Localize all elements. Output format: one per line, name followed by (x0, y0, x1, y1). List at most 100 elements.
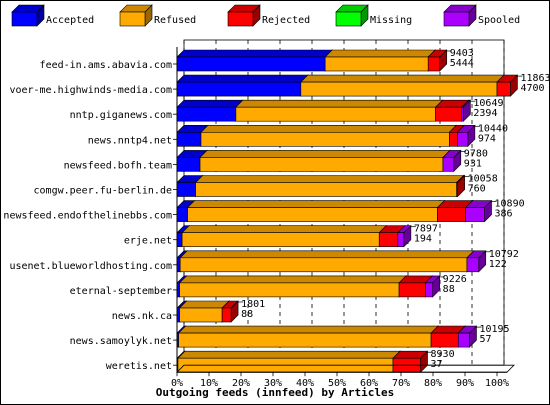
x-tick-label-0: 0% (171, 378, 183, 389)
bar-row-10-accepted-front (176, 307, 180, 323)
value-label-top-11: 10195 (479, 324, 509, 335)
value-label-top-12: 8930 (431, 349, 455, 360)
bar-row-8-refused-top (179, 250, 475, 259)
bar-row-9-refused-top (178, 275, 407, 284)
legend-swatch-refused-front (119, 11, 146, 27)
legend-swatch-missing-front (335, 11, 362, 27)
x-tick-label-9: 90% (456, 378, 474, 389)
legend-label-rejected: Rejected (262, 15, 310, 26)
legend-swatch-accepted (11, 4, 45, 27)
x-tick-label-5: 50% (328, 378, 346, 389)
value-label-top-2: 10649 (473, 98, 503, 109)
value-label-bottom-3: 974 (478, 133, 496, 144)
bar-row-5-refused-top (194, 175, 465, 183)
bar-row-0-refused-front (324, 56, 429, 72)
value-label-top-3: 10440 (478, 123, 508, 134)
bar-row-4-refused (199, 149, 451, 173)
value-label-bottom-6: 386 (495, 209, 513, 220)
value-label-top-7: 7897 (414, 224, 438, 235)
bar-row-2-accepted-front (176, 106, 237, 122)
bar-row-3-spooled (456, 124, 476, 148)
bar-row-7-refused-top (181, 225, 387, 233)
bar-row-10-refused-front (179, 307, 223, 323)
x-tick-label-2: 20% (232, 378, 250, 389)
x-tick-label-6: 60% (360, 378, 378, 389)
bar-row-7-spooled-front (397, 232, 405, 247)
x-tick-label-1: 10% (200, 378, 218, 389)
value-label-bottom-4: 931 (464, 158, 482, 169)
value-label-top-4: 9780 (464, 148, 488, 159)
bar-row-4-refused-top (199, 150, 451, 158)
value-label-bottom-11: 57 (479, 334, 491, 345)
bar-row-8-refused-front (179, 257, 468, 273)
bar-row-10-rejected-front (221, 307, 232, 323)
legend-label-accepted: Accepted (46, 15, 94, 26)
bar-row-1-rejected-front (496, 81, 511, 97)
bar-row-2-refused-top (235, 99, 444, 108)
bar-row-10-refused-top (178, 300, 230, 309)
bar-row-9-spooled-front (425, 282, 433, 298)
bar-row-8-refused (179, 250, 475, 273)
bar-row-6-spooled-front (465, 207, 485, 222)
legend-swatch-missing (335, 4, 369, 27)
value-label-bottom-9: 88 (443, 284, 455, 295)
bar-row-12-refused-top (177, 350, 401, 359)
bar-row-1-accepted-front (176, 81, 302, 97)
bar-row-3-refused-front (200, 132, 450, 147)
bar-row-5-rejected-front (456, 182, 458, 197)
value-label-top-0: 9403 (450, 48, 474, 59)
category-label-10: news.nk.ca (112, 311, 172, 322)
bar-row-8-spooled-front (466, 257, 480, 273)
bar-row-0-refused (324, 49, 436, 72)
legend-label-refused: Refused (154, 15, 196, 26)
bar-row-4-spooled (442, 149, 462, 173)
bar-row-0-rejected (427, 49, 448, 72)
category-label-2: nntp.giganews.com (70, 110, 172, 121)
category-label-1: voer-me.highwinds-media.com (9, 85, 172, 96)
legend-label-spooled: Spooled (478, 15, 520, 26)
x-tick-label-3: 30% (264, 378, 282, 389)
bar-row-6-refused-top (186, 200, 446, 208)
category-label-11: news.samoylyk.net (70, 336, 172, 347)
legend-label-missing: Missing (370, 15, 412, 26)
bar-row-5-rejected (455, 174, 466, 198)
category-label-7: erje.net (124, 236, 172, 247)
value-label-bottom-8: 122 (489, 259, 507, 270)
bar-row-5-accepted-front (176, 182, 196, 197)
bar-row-9-refused (178, 275, 407, 298)
bar-row-1-refused (300, 74, 505, 97)
bar-row-3-rejected-front (449, 132, 458, 147)
bar-row-12-rejected (392, 350, 429, 373)
bar-row-9-rejected (398, 275, 434, 298)
bar-row-3-accepted-front (176, 132, 202, 147)
category-label-0: feed-in.ams.abavia.com (40, 60, 172, 71)
bar-row-6-refused (186, 199, 446, 223)
bar-row-6-rejected-front (437, 207, 466, 222)
value-label-bottom-10: 88 (241, 309, 253, 320)
bar-row-6-spooled (464, 199, 493, 223)
bar-row-1-accepted-top (176, 74, 309, 83)
legend-swatch-spooled-front (443, 11, 470, 27)
bar-row-11-spooled-front (457, 332, 470, 348)
bar-row-3-spooled-front (457, 132, 469, 147)
x-tick-label-4: 40% (296, 378, 314, 389)
bar-row-11-refused-front (178, 332, 432, 348)
category-label-8: usenet.blueworldhosting.com (9, 261, 172, 272)
category-label-3: news.nntp4.net (88, 135, 172, 146)
bar-row-11-rejected-front (430, 332, 459, 348)
legend: Accepted Refused Rejected Missing Spooled (11, 4, 520, 27)
value-label-top-5: 10058 (468, 174, 498, 185)
bar-row-0-refused-top (324, 49, 436, 58)
bar-row-0-rejected-front (427, 56, 441, 72)
bar-row-8-spooled (466, 250, 487, 273)
bar-row-10-refused (178, 300, 230, 323)
value-label-top-8: 10792 (489, 249, 519, 260)
x-tick-label-10: 100% (485, 378, 509, 389)
bar-row-8-accepted-front (176, 257, 181, 273)
bar-row-1-rejected (496, 74, 519, 97)
bar-row-9-refused-front (179, 282, 400, 298)
value-label-bottom-0: 5444 (450, 58, 474, 69)
bar-row-10-rejected (221, 300, 239, 323)
bar-row-4-spooled-front (442, 157, 455, 172)
